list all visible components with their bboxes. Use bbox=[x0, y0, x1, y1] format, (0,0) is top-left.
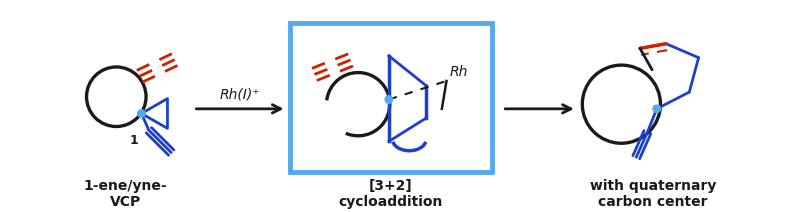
Text: 1-ene/yne-
VCP: 1-ene/yne- VCP bbox=[84, 179, 167, 209]
Circle shape bbox=[138, 110, 145, 117]
Text: Rh(I)⁺: Rh(I)⁺ bbox=[220, 87, 260, 101]
Text: with quaternary
carbon center: with quaternary carbon center bbox=[590, 179, 716, 209]
FancyBboxPatch shape bbox=[290, 23, 492, 172]
Text: Rh: Rh bbox=[450, 65, 468, 79]
Text: 1: 1 bbox=[130, 134, 138, 147]
Circle shape bbox=[385, 96, 393, 103]
Circle shape bbox=[653, 105, 661, 113]
Text: [3+2]
cycloaddition: [3+2] cycloaddition bbox=[338, 179, 443, 209]
